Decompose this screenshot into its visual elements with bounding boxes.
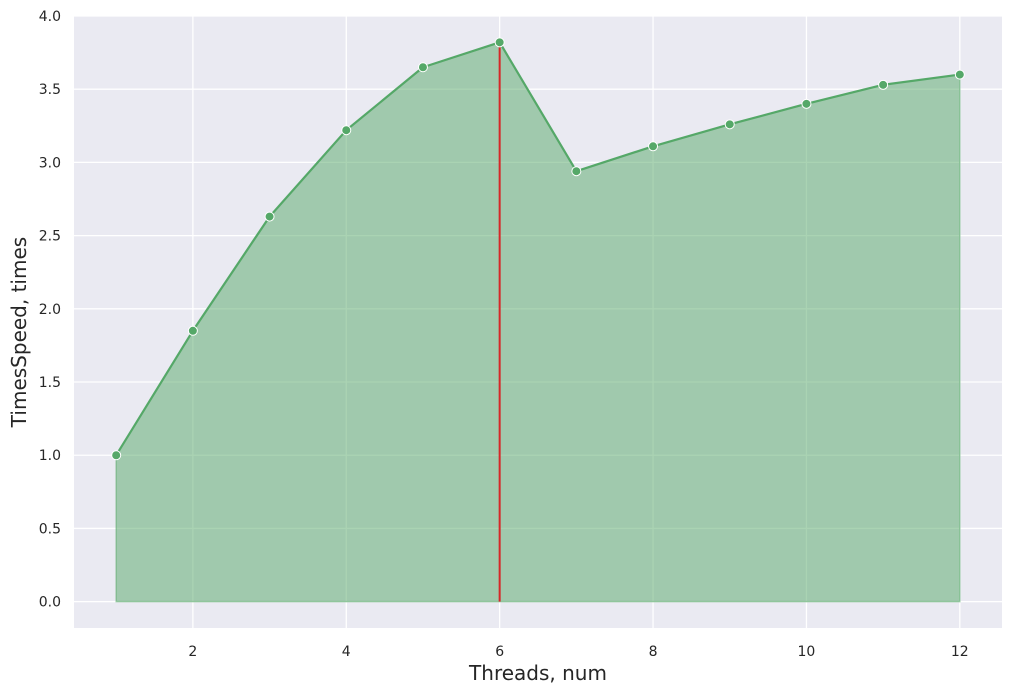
x-axis-label: Threads, num — [468, 661, 607, 685]
x-tick-label: 12 — [951, 644, 969, 660]
data-point — [954, 69, 965, 80]
y-tick-label: 3.0 — [39, 155, 61, 171]
data-point — [724, 119, 735, 130]
y-axis-label: TimesSpeed, times — [7, 237, 31, 428]
data-point — [111, 450, 122, 461]
data-point — [494, 37, 505, 48]
y-tick-label: 0.5 — [39, 521, 61, 537]
marker-layer — [111, 37, 965, 461]
data-point — [571, 166, 582, 177]
data-point — [417, 62, 428, 73]
y-tick-label: 1.5 — [39, 375, 61, 391]
y-tick-label: 2.0 — [39, 302, 61, 318]
x-tick-label: 2 — [188, 644, 197, 660]
x-tick-label: 10 — [798, 644, 816, 660]
x-tick-label: 6 — [495, 644, 504, 660]
y-tick-label: 3.5 — [39, 82, 61, 98]
x-tick-label: 4 — [342, 644, 351, 660]
series-line — [115, 41, 960, 456]
y-tick-labels: 0.0 0.5 1.0 1.5 2.0 2.5 3.0 3.5 4.0 — [39, 9, 61, 611]
y-tick-label: 2.5 — [39, 229, 61, 245]
y-tick-label: 1.0 — [39, 448, 61, 464]
y-tick-label: 0.0 — [39, 595, 61, 611]
x-tick-labels: 2 4 6 8 10 12 — [188, 644, 968, 660]
data-point — [878, 79, 889, 90]
data-point — [187, 325, 198, 336]
x-tick-label: 8 — [649, 644, 658, 660]
data-point — [801, 98, 812, 109]
line-layer — [115, 41, 960, 456]
data-point — [264, 211, 275, 222]
data-point — [648, 141, 659, 152]
y-tick-label: 4.0 — [39, 9, 61, 25]
data-point — [341, 125, 352, 136]
